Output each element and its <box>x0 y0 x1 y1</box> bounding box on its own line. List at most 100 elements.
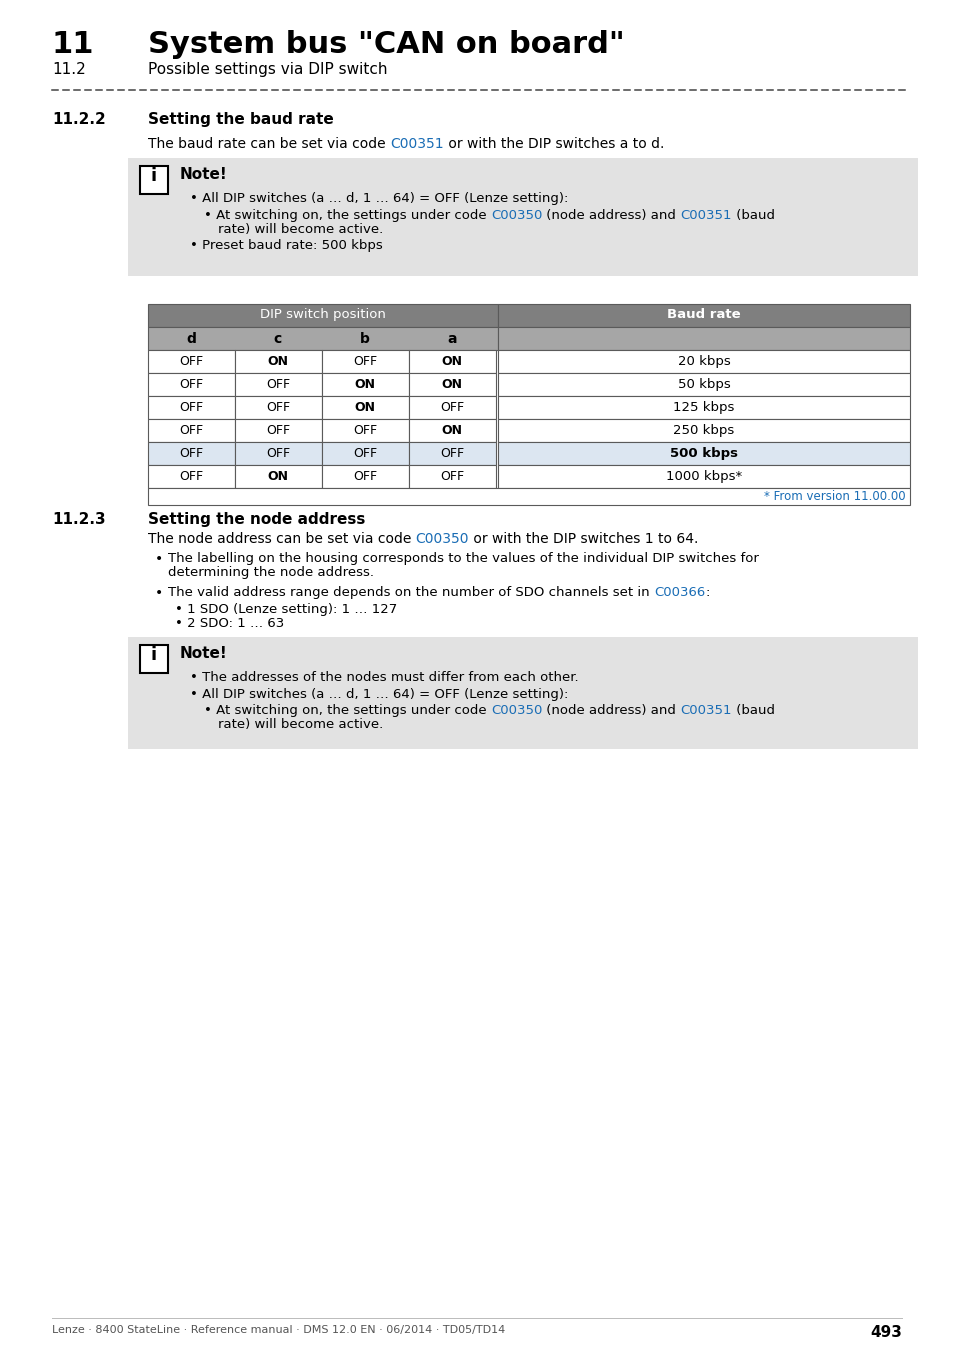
Text: OFF: OFF <box>179 401 203 414</box>
Text: The baud rate can be set via code: The baud rate can be set via code <box>148 136 390 151</box>
Bar <box>148 487 909 505</box>
Text: 125 kbps: 125 kbps <box>673 401 734 414</box>
Text: d: d <box>186 332 195 346</box>
Text: OFF: OFF <box>266 447 290 460</box>
Text: The node address can be set via code: The node address can be set via code <box>148 532 416 545</box>
Text: Note!: Note! <box>180 167 228 182</box>
Bar <box>234 396 322 418</box>
Text: Setting the baud rate: Setting the baud rate <box>148 112 334 127</box>
Bar <box>148 373 234 396</box>
Text: :: : <box>704 586 709 599</box>
Bar <box>322 441 409 464</box>
Bar <box>409 464 496 487</box>
Text: 11.2: 11.2 <box>52 62 86 77</box>
Bar <box>497 327 909 350</box>
Text: OFF: OFF <box>439 447 463 460</box>
Text: rate) will become active.: rate) will become active. <box>218 718 383 730</box>
Bar <box>409 373 496 396</box>
Text: • 1 SDO (Lenze setting): 1 … 127: • 1 SDO (Lenze setting): 1 … 127 <box>174 603 396 616</box>
Text: 11.2.3: 11.2.3 <box>52 512 106 526</box>
Text: c: c <box>274 332 282 346</box>
Text: C00351: C00351 <box>679 703 731 717</box>
Bar <box>409 441 496 464</box>
Bar <box>497 350 909 373</box>
Bar <box>234 441 322 464</box>
Text: C00350: C00350 <box>491 703 541 717</box>
Bar <box>148 441 234 464</box>
Text: OFF: OFF <box>353 355 376 369</box>
Text: Baud rate: Baud rate <box>666 308 740 321</box>
Text: ON: ON <box>355 401 375 414</box>
Bar <box>409 350 496 373</box>
Text: (node address) and: (node address) and <box>541 703 679 717</box>
Text: • All DIP switches (a … d, 1 … 64) = OFF (Lenze setting):: • All DIP switches (a … d, 1 … 64) = OFF… <box>190 688 568 701</box>
Bar <box>140 166 168 194</box>
Bar <box>322 373 409 396</box>
Text: ON: ON <box>267 355 288 369</box>
Text: C00350: C00350 <box>416 532 469 545</box>
Text: 50 kbps: 50 kbps <box>677 378 730 392</box>
Text: OFF: OFF <box>179 424 203 437</box>
Text: ON: ON <box>267 470 288 483</box>
Bar <box>234 350 322 373</box>
Bar <box>409 396 496 418</box>
Bar <box>128 637 917 749</box>
Text: OFF: OFF <box>266 424 290 437</box>
Text: 500 kbps: 500 kbps <box>669 447 738 460</box>
Bar <box>497 441 909 464</box>
Text: OFF: OFF <box>179 378 203 392</box>
Text: 1000 kbps*: 1000 kbps* <box>665 470 741 483</box>
Text: The labelling on the housing corresponds to the values of the individual DIP swi: The labelling on the housing corresponds… <box>168 552 758 566</box>
Text: • All DIP switches (a … d, 1 … 64) = OFF (Lenze setting):: • All DIP switches (a … d, 1 … 64) = OFF… <box>190 192 568 205</box>
Bar <box>234 373 322 396</box>
Text: OFF: OFF <box>353 447 376 460</box>
Text: 11.2.2: 11.2.2 <box>52 112 106 127</box>
Text: • 2 SDO: 1 … 63: • 2 SDO: 1 … 63 <box>174 617 284 630</box>
Text: * From version 11.00.00: * From version 11.00.00 <box>763 490 905 504</box>
Text: System bus "CAN on board": System bus "CAN on board" <box>148 30 624 59</box>
Bar <box>497 464 909 487</box>
Bar <box>140 645 168 674</box>
Bar <box>148 327 497 350</box>
Text: Possible settings via DIP switch: Possible settings via DIP switch <box>148 62 387 77</box>
Bar <box>234 464 322 487</box>
Text: OFF: OFF <box>266 401 290 414</box>
Text: •: • <box>154 552 163 566</box>
Text: The valid address range depends on the number of SDO channels set in: The valid address range depends on the n… <box>168 586 653 599</box>
Bar <box>148 350 234 373</box>
Text: Lenze · 8400 StateLine · Reference manual · DMS 12.0 EN · 06/2014 · TD05/TD14: Lenze · 8400 StateLine · Reference manua… <box>52 1324 505 1335</box>
Text: ON: ON <box>441 355 462 369</box>
Text: (baud: (baud <box>731 209 774 221</box>
Bar <box>322 396 409 418</box>
Bar <box>497 418 909 441</box>
Bar <box>497 396 909 418</box>
Bar <box>322 464 409 487</box>
Text: 20 kbps: 20 kbps <box>677 355 730 369</box>
Text: 250 kbps: 250 kbps <box>673 424 734 437</box>
Bar <box>322 418 409 441</box>
Text: OFF: OFF <box>179 355 203 369</box>
Text: OFF: OFF <box>439 470 463 483</box>
Text: • Preset baud rate: 500 kbps: • Preset baud rate: 500 kbps <box>190 239 382 252</box>
Text: C00351: C00351 <box>679 209 731 221</box>
Text: b: b <box>359 332 370 346</box>
Text: or with the DIP switches a to d.: or with the DIP switches a to d. <box>443 136 663 151</box>
Text: OFF: OFF <box>179 447 203 460</box>
Text: C00366: C00366 <box>653 586 704 599</box>
Text: 493: 493 <box>869 1324 901 1341</box>
Text: •: • <box>154 586 163 599</box>
Text: C00350: C00350 <box>491 209 541 221</box>
Text: i: i <box>151 647 157 664</box>
Text: ON: ON <box>441 424 462 437</box>
Text: OFF: OFF <box>266 378 290 392</box>
Text: • At switching on, the settings under code: • At switching on, the settings under co… <box>204 703 491 717</box>
Bar <box>234 418 322 441</box>
Bar <box>497 373 909 396</box>
Bar <box>148 304 497 327</box>
Text: Setting the node address: Setting the node address <box>148 512 365 526</box>
Text: OFF: OFF <box>353 470 376 483</box>
Text: Note!: Note! <box>180 647 228 662</box>
Bar <box>497 304 909 327</box>
Text: OFF: OFF <box>353 424 376 437</box>
Text: 11: 11 <box>52 30 94 59</box>
